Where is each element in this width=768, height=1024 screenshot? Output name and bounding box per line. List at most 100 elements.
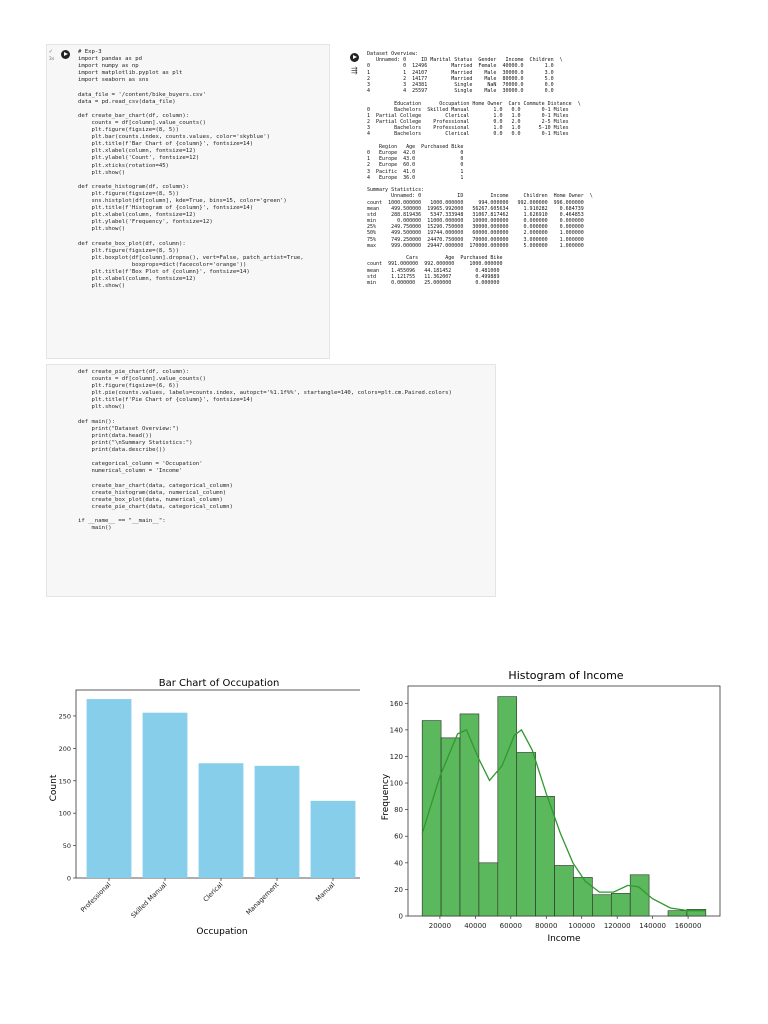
- code-line: counts = df[column].value_counts(): [78, 376, 206, 383]
- x-tick-label: 160000: [675, 922, 702, 930]
- histogram-bar: [497, 696, 518, 917]
- chart-title: Histogram of Income: [508, 669, 623, 682]
- code-line: def create_box_plot(df, column):: [78, 240, 186, 247]
- histogram-bar: [516, 752, 536, 917]
- exec-time: 3s: [49, 57, 55, 62]
- output-line: Unnamed: 0 ID Marital Status Gender Inco…: [367, 57, 563, 64]
- histogram-income: Histogram of Income Frequency Income 0 20…: [381, 669, 721, 944]
- code-line: counts = df[column].value_counts(): [78, 119, 206, 126]
- output-line: std 1.121755 11.362007 0.499889: [367, 273, 500, 280]
- y-axis-label: Frequency: [381, 773, 391, 820]
- histogram-bar: [686, 909, 707, 917]
- code-line: # Exp-3: [78, 49, 102, 55]
- y-tick-label: 20: [394, 886, 403, 894]
- x-tick-label: Professional: [79, 881, 112, 914]
- code-line: [78, 233, 304, 240]
- code-line: import matplotlib.pyplot as plt: [78, 70, 183, 77]
- output-line: 3 3 24381 Single NaN 70000.0 0.0: [367, 81, 554, 88]
- histogram-bar: [610, 893, 631, 917]
- x-tick-label: 100000: [568, 922, 595, 930]
- chart-title: Bar Chart of Occupation: [159, 678, 280, 689]
- code-line: data_file = '/content/bike_buyers.csv': [78, 91, 206, 98]
- x-tick-label: 120000: [604, 922, 631, 930]
- code-line: [78, 106, 304, 113]
- output-line: 1 Partial College Clerical 1.0 1.0 0-1 M…: [367, 112, 569, 119]
- y-tick-label: 40: [394, 859, 403, 867]
- y-tick-label: 0: [67, 875, 71, 883]
- code-line: create_histogram(data, numerical_column): [78, 489, 227, 496]
- run-output-button[interactable]: [350, 53, 359, 62]
- output-line: Education Occupation Home Owner Cars Com…: [367, 100, 581, 107]
- code-line: plt.show(): [78, 404, 126, 411]
- y-tick-label: 100: [390, 780, 403, 788]
- x-tick-label: Clerical: [202, 881, 225, 904]
- code-line: sns.histplot(df[column], kde=True, bins=…: [78, 197, 287, 204]
- output-area: ⇶ Dataset Overview: Unnamed: 0 ID Marita…: [334, 44, 734, 362]
- output-line: 4 4 25597 Single Male 30000.0 0.0: [367, 88, 554, 95]
- output-line: Cars Age Purchased Bike: [367, 255, 503, 262]
- code-line: plt.xticks(rotation=45): [78, 162, 169, 169]
- output-line: 2 2 14177 Married Male 80000.0 5.0: [367, 75, 554, 82]
- histogram-bar: [554, 865, 574, 917]
- output-line: 4 Bachelors Clerical 0.0 0.0 0-1 Miles: [367, 131, 569, 138]
- output-line: min 0.000000 25.000000 0.000000: [367, 279, 500, 286]
- code-line: plt.show(): [78, 283, 126, 290]
- code-line: [78, 177, 304, 184]
- code-cell-1[interactable]: ✓ 3s # Exp-3 import pandas as pd import nu…: [46, 44, 330, 359]
- histogram-bar: [667, 910, 688, 917]
- output-line: Unnamed: 0 ID Income Children Home Owner…: [367, 193, 593, 200]
- output-toggle-icon[interactable]: ⇶: [351, 66, 358, 75]
- code-line: def create_histogram(df, column):: [78, 183, 190, 190]
- x-tick-label: Management: [244, 880, 280, 916]
- y-axis-label: Count: [49, 774, 59, 801]
- code-line: def create_pie_chart(df, column):: [78, 369, 190, 375]
- output-line: 0 Europe 42.0 0: [367, 150, 464, 156]
- code-line: plt.xlabel(column, fontsize=12): [78, 148, 196, 155]
- y-tick-label: 0: [399, 913, 403, 921]
- code-line: plt.show(): [78, 169, 126, 176]
- output-line: count 1000.000000 1000.000000 994.000000…: [367, 199, 584, 206]
- output-line: count 991.000000 992.000000 1000.000000: [367, 261, 503, 268]
- code-line: plt.pie(counts.values, labels=counts.ind…: [78, 390, 452, 397]
- x-tick-label: 60000: [500, 922, 522, 930]
- output-line: 4 Europe 36.0 1: [367, 174, 464, 181]
- bar: [86, 699, 132, 878]
- code-line: if __name__ == "__main__":: [78, 517, 166, 524]
- code-editor[interactable]: # Exp-3 import pandas as pd import numpy a…: [78, 49, 304, 290]
- histogram-bar: [459, 713, 480, 917]
- output-line: 75% 749.250000 24470.750000 70000.000000…: [367, 236, 584, 243]
- cell-exec-status: ✓ 3s: [49, 48, 54, 62]
- code-line: create_box_plot(data, numerical_column): [78, 496, 223, 503]
- run-cell-button[interactable]: [61, 50, 70, 59]
- histogram-bar: [421, 720, 442, 917]
- code-editor[interactable]: def create_pie_chart(df, column): counts…: [78, 369, 452, 532]
- code-line: plt.title(f'Pie Chart of {column}', font…: [78, 397, 254, 404]
- y-tick-label: 150: [59, 777, 71, 785]
- bar: [198, 763, 244, 878]
- histogram-bar: [440, 737, 461, 917]
- x-tick-label: 80000: [535, 922, 557, 930]
- code-line: boxprops=dict(facecolor='orange')): [78, 261, 247, 268]
- output-line: 25% 249.750000 15290.750000 30000.000000…: [367, 224, 584, 231]
- output-line: max 999.000000 29447.000000 170000.00000…: [367, 242, 584, 249]
- code-cell-2[interactable]: def create_pie_chart(df, column): counts…: [46, 364, 496, 597]
- code-line: print("Dataset Overview:"): [78, 425, 180, 432]
- code-line: plt.xlabel(column, fontsize=12): [78, 212, 196, 219]
- y-tick-label: 120: [390, 753, 403, 761]
- code-line: plt.figure(figsize=(8, 5)): [78, 190, 180, 197]
- output-line: mean 499.500000 19965.992000 56267.60563…: [367, 205, 584, 212]
- y-tick-label: 60: [394, 833, 403, 841]
- histogram-bar: [592, 894, 612, 917]
- code-line: data = pd.read_csv(data_file): [78, 98, 176, 105]
- bar: [310, 800, 356, 878]
- x-tick-label: 140000: [639, 922, 666, 930]
- code-line: def main():: [78, 418, 116, 425]
- code-line: plt.title(f'Histogram of {column}', font…: [78, 205, 254, 212]
- code-line: [78, 84, 304, 91]
- code-line: [78, 475, 452, 482]
- code-line: [78, 412, 452, 419]
- output-line: Dataset Overview:: [367, 51, 419, 57]
- output-line: Summary Statistics:: [367, 187, 425, 194]
- output-line: 3 Bachelors Professional 1.0 1.0 5-10 Mi…: [367, 125, 569, 132]
- code-line: print("\nSummary Statistics:"): [78, 439, 193, 446]
